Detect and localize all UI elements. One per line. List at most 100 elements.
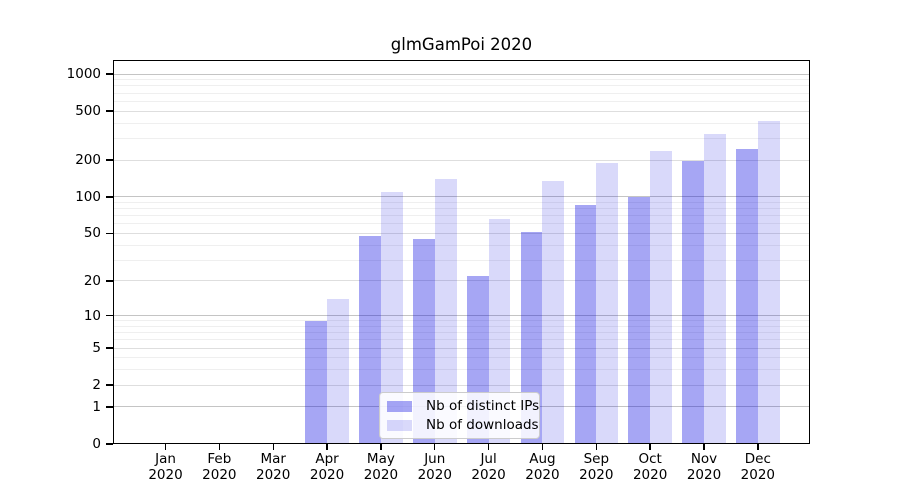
y-grid-line-minor: [113, 325, 810, 327]
y-grid-line-minor: [113, 137, 810, 139]
x-tick-year: 2020: [417, 467, 452, 483]
x-tick-mark: [649, 444, 651, 450]
x-tick-month: Aug: [529, 451, 556, 467]
x-tick-month: Oct: [638, 451, 662, 467]
y-tick-label: 500: [75, 103, 101, 120]
y-grid-line-minor: [113, 332, 810, 334]
bar-distinct-ips: [359, 235, 381, 444]
x-tick-year: 2020: [740, 467, 776, 483]
x-tick-label: Jun 2020: [393, 451, 477, 483]
y-grid-line-minor: [113, 357, 810, 359]
x-tick-label: Nov 2020: [662, 451, 746, 483]
y-grid-line: [113, 73, 810, 75]
y-tick-label: 20: [83, 272, 101, 289]
bar-downloads: [380, 191, 403, 444]
y-tick-mark: [106, 73, 113, 75]
y-tick-label: 2: [92, 377, 101, 394]
y-tick-mark: [106, 159, 113, 161]
legend-item-distinct-ips: Nb of distinct IPs: [387, 398, 539, 414]
y-tick-mark: [106, 196, 113, 198]
y-grid-line-minor: [113, 223, 810, 225]
x-tick-month: Nov: [690, 451, 718, 467]
x-tick-mark: [703, 444, 705, 450]
bar-downloads: [327, 298, 349, 444]
x-tick-month: Feb: [207, 451, 232, 467]
y-tick-mark: [106, 280, 113, 282]
y-grid-line: [113, 196, 810, 198]
bar-downloads: [704, 133, 726, 444]
legend-label-distinct-ips: Nb of distinct IPs: [426, 398, 540, 414]
x-tick-label: Oct 2020: [608, 451, 692, 483]
x-tick-mark: [326, 444, 328, 450]
x-tick-mark: [757, 444, 759, 450]
y-tick-label: 1: [92, 398, 101, 415]
y-tick-label: 10: [83, 307, 101, 324]
y-tick-label: 5: [92, 340, 101, 357]
x-tick-year: 2020: [363, 467, 399, 483]
y-tick-label: 50: [83, 225, 101, 242]
x-tick-label: Jan 2020: [124, 451, 208, 483]
bar-distinct-ips: [628, 196, 651, 444]
y-tick-label: 100: [75, 188, 101, 205]
legend-item-downloads: Nb of downloads: [387, 417, 539, 433]
x-tick-year: 2020: [632, 467, 668, 483]
x-tick-label: Sep 2020: [554, 451, 638, 483]
x-tick-label: Dec 2020: [716, 451, 800, 483]
x-tick-year: 2020: [256, 467, 291, 483]
y-tick-label: 1000: [66, 66, 101, 83]
x-tick-month: Jan: [155, 451, 176, 467]
y-grid-line: [113, 159, 810, 161]
legend-label-downloads: Nb of downloads: [426, 417, 539, 433]
bar-distinct-ips: [682, 160, 704, 444]
x-tick-year: 2020: [471, 467, 506, 483]
y-grid-line-minor: [113, 122, 810, 124]
x-tick-mark: [380, 444, 382, 450]
x-tick-mark: [434, 444, 436, 450]
x-tick-month: May: [366, 451, 395, 467]
y-tick-mark: [106, 443, 113, 445]
x-tick-label: Apr 2020: [285, 451, 369, 483]
y-tick-mark: [106, 347, 113, 349]
bar-distinct-ips: [736, 148, 758, 444]
legend: Nb of distinct IPs Nb of downloads: [379, 392, 540, 439]
x-tick-label: May 2020: [339, 451, 423, 483]
x-tick-year: 2020: [202, 467, 237, 483]
y-grid-line-minor: [113, 259, 810, 261]
x-tick-label: Jul 2020: [447, 451, 531, 483]
x-tick-year: 2020: [525, 467, 560, 483]
y-tick-mark: [106, 384, 113, 386]
y-grid-line-minor: [113, 79, 810, 81]
bar-downloads: [757, 120, 780, 444]
x-tick-label: Feb 2020: [177, 451, 261, 483]
x-tick-year: 2020: [148, 467, 183, 483]
x-tick-month: Jun: [424, 451, 446, 467]
y-tick-label: 0: [92, 436, 101, 452]
y-grid-line-minor: [113, 320, 810, 322]
legend-swatch-distinct-ips-icon: [387, 400, 412, 412]
x-tick-month: Sep: [583, 451, 610, 467]
bar-downloads: [434, 178, 457, 444]
y-tick-mark: [106, 232, 113, 235]
y-tick-label: 200: [75, 152, 101, 168]
x-tick-month: Mar: [260, 451, 286, 467]
x-tick-month: Dec: [744, 451, 771, 467]
x-tick-label: Mar 2020: [231, 451, 315, 483]
y-grid-line-minor: [113, 215, 810, 217]
x-tick-mark: [272, 444, 274, 450]
y-grid-line-minor: [113, 208, 810, 210]
plot-area: Nb of distinct IPs Nb of downloads: [113, 60, 810, 444]
y-grid-line: [113, 110, 810, 112]
x-tick-mark: [487, 444, 490, 450]
y-grid-line: [113, 232, 810, 234]
x-tick-mark: [218, 444, 221, 450]
bar-downloads: [596, 162, 619, 444]
y-grid-line-minor: [113, 244, 810, 246]
x-tick-year: 2020: [579, 467, 614, 483]
y-tick-mark: [106, 406, 113, 408]
legend-swatch-downloads-icon: [387, 419, 412, 431]
chart-title: glmGamPoi 2020: [390, 35, 533, 54]
x-tick-mark: [595, 444, 597, 450]
bar-downloads: [488, 218, 511, 444]
y-grid-line-minor: [113, 339, 810, 341]
